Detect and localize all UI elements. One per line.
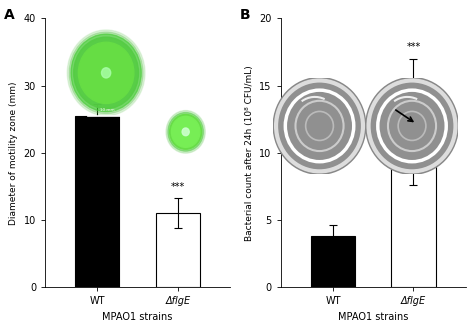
- Text: ***: ***: [406, 42, 420, 52]
- Bar: [75, 116, 119, 287]
- Text: A: A: [4, 8, 15, 22]
- X-axis label: MPAO1 strains: MPAO1 strains: [338, 312, 409, 322]
- Y-axis label: Bacterial count after 24h (10⁸ CFU/mL): Bacterial count after 24h (10⁸ CFU/mL): [245, 65, 254, 241]
- X-axis label: MPAO1 strains: MPAO1 strains: [102, 312, 173, 322]
- Text: ***: ***: [171, 182, 185, 192]
- Bar: [311, 236, 355, 287]
- Bar: [391, 122, 436, 287]
- Bar: [155, 213, 200, 287]
- Y-axis label: Diameter of motility zone (mm): Diameter of motility zone (mm): [9, 81, 18, 224]
- Text: B: B: [240, 8, 251, 22]
